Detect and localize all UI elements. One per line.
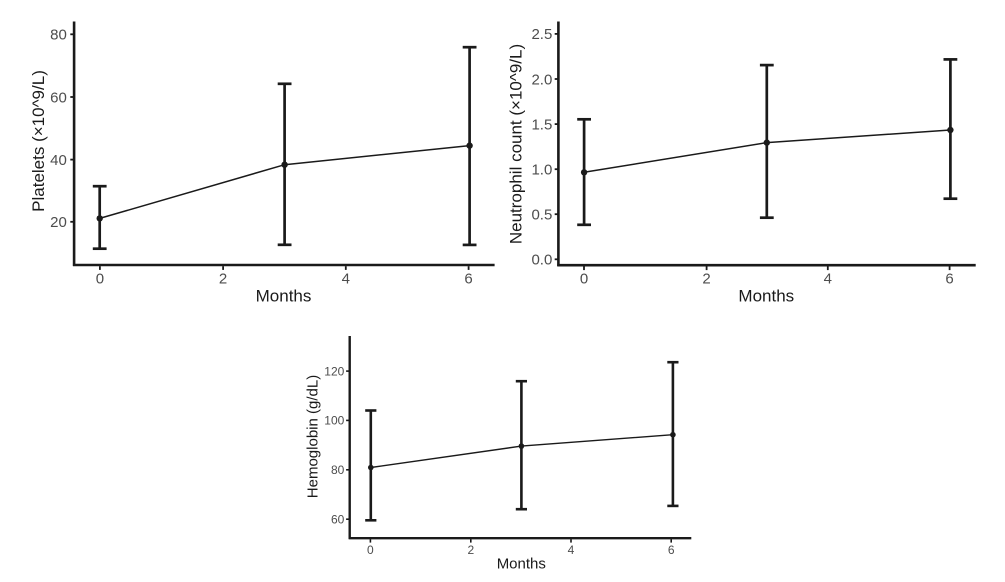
svg-text:Hemoglobin (g/dL): Hemoglobin (g/dL) (305, 375, 322, 498)
svg-text:1.0: 1.0 (531, 162, 552, 179)
svg-text:1.5: 1.5 (531, 116, 552, 133)
svg-text:80: 80 (331, 463, 345, 477)
svg-text:2.0: 2.0 (531, 71, 552, 88)
svg-text:0: 0 (96, 271, 104, 288)
svg-text:120: 120 (324, 364, 344, 378)
svg-text:100: 100 (324, 414, 344, 428)
svg-text:6: 6 (668, 543, 675, 557)
svg-text:Neutrophil count (×10^9/L): Neutrophil count (×10^9/L) (507, 44, 526, 244)
svg-text:60: 60 (50, 89, 67, 106)
svg-text:6: 6 (464, 271, 472, 288)
svg-text:2.5: 2.5 (531, 26, 552, 43)
svg-text:4: 4 (342, 271, 350, 288)
svg-text:0: 0 (580, 271, 588, 288)
svg-text:Months: Months (256, 287, 312, 306)
svg-text:Months: Months (497, 556, 546, 573)
svg-text:2: 2 (219, 271, 227, 288)
svg-text:2: 2 (702, 271, 710, 288)
svg-text:4: 4 (568, 543, 575, 557)
svg-text:2: 2 (467, 543, 474, 557)
svg-text:0.0: 0.0 (531, 252, 552, 269)
svg-text:0: 0 (367, 543, 374, 557)
svg-text:80: 80 (50, 27, 67, 44)
svg-text:0.5: 0.5 (531, 207, 552, 224)
svg-text:Platelets (×10^9/L): Platelets (×10^9/L) (29, 70, 48, 212)
svg-text:20: 20 (50, 214, 67, 231)
svg-text:40: 40 (50, 152, 67, 169)
svg-text:60: 60 (331, 513, 345, 527)
svg-text:Months: Months (738, 287, 794, 306)
svg-text:4: 4 (824, 271, 832, 288)
svg-text:6: 6 (945, 271, 953, 288)
